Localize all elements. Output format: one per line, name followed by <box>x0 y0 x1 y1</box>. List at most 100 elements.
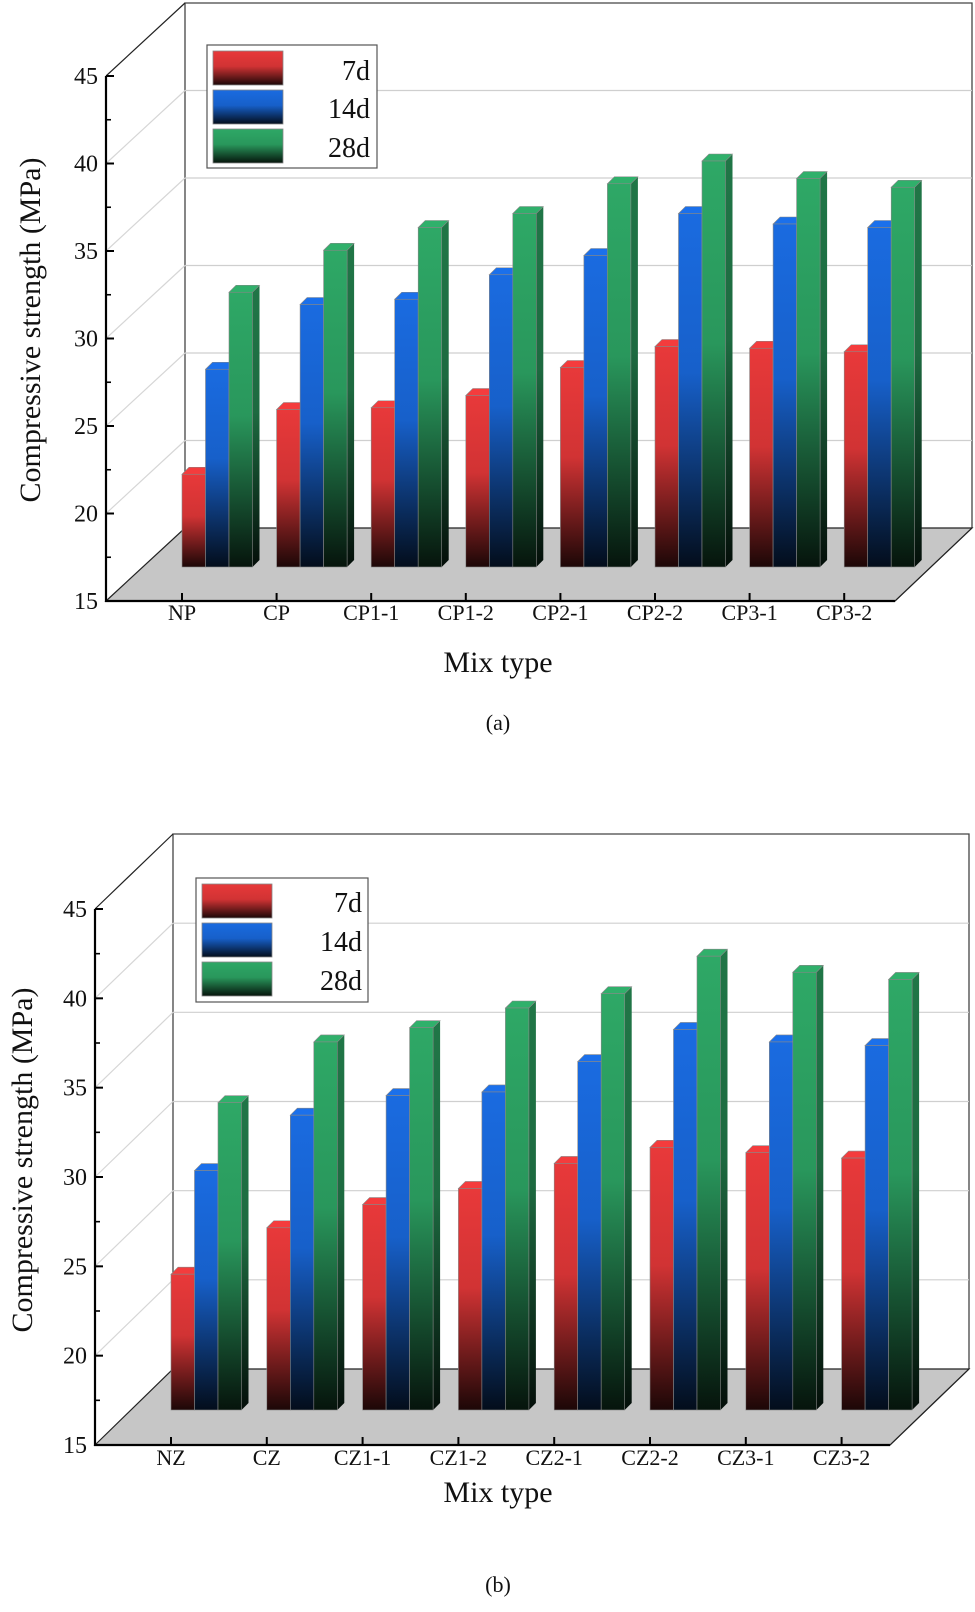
legend-label-14d: 14d <box>320 927 362 958</box>
axes: 15 20 25 30 35 40 45 NZ CZ CZ1-1 CZ1-2 CZ2-1 CZ2-2 CZ… <box>63 897 970 1470</box>
x-tick-label: CZ3-2 <box>813 1445 870 1470</box>
y-tick-label: 35 <box>74 239 98 265</box>
bar-7d-CP3-2 <box>843 351 869 568</box>
bar-group-NZ <box>170 1095 250 1411</box>
legend-swatch-28d <box>201 961 273 997</box>
x-axis-title: Mix type <box>443 646 552 679</box>
bar-28d-CP <box>323 249 348 568</box>
bar-7d-CP1-1 <box>370 407 396 568</box>
y-axis-title: Compressive strength (MPa) <box>14 158 47 503</box>
axes: 15 20 25 30 35 40 45 NP CP CP1-1 CP1-2 CP2-1 CP2-2 CP… <box>74 64 973 625</box>
bar-group-CZ2-1 <box>553 986 633 1411</box>
bar-side-28d-CP1-2 <box>536 206 544 567</box>
bar-28d-CP1-1 <box>417 227 443 568</box>
bar-side-28d-CP2-1 <box>630 176 638 567</box>
bar-group-CP3-2 <box>843 179 923 568</box>
bar-side-28d-CP2-2 <box>725 154 733 567</box>
bar-side-28d-CZ2-1 <box>624 986 632 1410</box>
bar-side-28d-CZ2-2 <box>720 949 728 1410</box>
side-gridline-25 <box>94 1190 174 1267</box>
bar-side-28d-CP3-1 <box>820 171 828 567</box>
y-tick-label: 30 <box>63 1165 87 1191</box>
bar-group-CZ1-2 <box>457 1000 537 1411</box>
legend-swatch-14d <box>212 89 284 125</box>
bar-7d-NP <box>181 473 206 568</box>
bar-7d-CZ1-2 <box>458 1188 483 1411</box>
bar-14d-CP2-2 <box>678 213 703 568</box>
bar-7d-CP1-2 <box>465 395 490 568</box>
legend-label-7d: 7d <box>334 888 362 919</box>
bar-14d-NZ <box>194 1170 219 1411</box>
bar-group-NP <box>181 284 261 568</box>
x-tick-label: CZ1-1 <box>334 1445 391 1470</box>
top-left-edge <box>105 2 186 77</box>
bar-group-CP1-1 <box>370 220 450 568</box>
x-tick-label: CP2-1 <box>532 600 588 625</box>
legend-swatch-28d <box>212 128 284 164</box>
side-gridline-25 <box>105 352 186 427</box>
chart-b: 15 20 25 30 35 40 45 NZ CZ CZ1-1 CZ1-2 CZ2-1 CZ2-2 CZ… <box>6 833 971 1597</box>
bar-28d-CZ2-1 <box>600 993 626 1411</box>
bar-28d-CP1-2 <box>512 213 537 568</box>
x-tick-label: CZ <box>253 1445 281 1470</box>
bar-14d-NP <box>205 368 230 568</box>
bar-7d-CP2-2 <box>654 346 679 568</box>
y-tick-label: 40 <box>74 152 98 178</box>
y-tick-label: 45 <box>74 64 98 90</box>
bar-28d-CZ1-2 <box>505 1007 530 1411</box>
bar-side-28d-CZ3-2 <box>912 972 920 1410</box>
bar-14d-CZ <box>289 1114 315 1411</box>
bar-7d-CZ <box>266 1227 291 1411</box>
x-tick-label: CP <box>263 600 290 625</box>
x-tick-label: CZ2-1 <box>525 1445 582 1470</box>
bar-7d-CZ3-2 <box>841 1157 866 1411</box>
top-left-edge <box>94 833 174 910</box>
legend: 7d 14d 28d <box>195 877 369 1003</box>
legend-label-28d: 28d <box>320 966 362 997</box>
y-tick-label: 25 <box>74 414 98 440</box>
bar-group-CP2-1 <box>559 176 639 568</box>
x-tick-label: CP3-2 <box>816 600 872 625</box>
x-tick-label: CP1-1 <box>343 600 399 625</box>
bar-14d-CP2-1 <box>583 255 608 568</box>
x-tick-label: NZ <box>156 1445 185 1470</box>
bar-side-28d-CP3-2 <box>914 180 922 567</box>
bar-14d-CP1-1 <box>394 298 419 568</box>
y-tick-label: 20 <box>63 1344 87 1370</box>
y-tick-label: 40 <box>63 986 87 1012</box>
bar-14d-CZ1-2 <box>481 1091 506 1411</box>
side-gridline-20 <box>94 1279 174 1357</box>
bar-side-28d-CZ1-1 <box>433 1020 441 1410</box>
x-tick-label: CZ1-2 <box>430 1445 487 1470</box>
side-gridline-40 <box>94 922 174 999</box>
caption: (a) <box>486 710 510 735</box>
bar-7d-CZ2-2 <box>649 1147 674 1411</box>
x-tick-label: CP1-2 <box>438 600 494 625</box>
floor-right-edge <box>894 527 973 602</box>
bar-side-28d-CP <box>347 243 355 567</box>
bar-group-CP3-1 <box>748 171 828 568</box>
bars <box>181 153 923 568</box>
bar-group-CZ1-1 <box>361 1020 441 1411</box>
y-tick-label: 45 <box>63 897 87 923</box>
chart-a: 15 20 25 30 35 40 45 NP CP CP1-1 CP1-2 CP2-1 CP2-2 CP… <box>14 2 974 735</box>
bar-28d-CZ1-1 <box>409 1027 434 1411</box>
side-gridline-20 <box>105 440 186 514</box>
y-tick-label: 25 <box>63 1254 87 1280</box>
legend-label-28d: 28d <box>328 133 370 164</box>
legend-swatch-7d <box>201 883 273 919</box>
bar-7d-CZ1-1 <box>362 1204 387 1411</box>
x-axis-title: Mix type <box>443 1476 552 1509</box>
legend-label-7d: 7d <box>342 56 370 87</box>
legend-swatch-7d <box>212 50 284 86</box>
x-tick-label: CZ3-1 <box>717 1445 774 1470</box>
bar-14d-CP3-1 <box>772 223 797 568</box>
y-axis-title: Compressive strength (MPa) <box>6 988 39 1333</box>
bar-28d-CZ <box>313 1041 338 1411</box>
legend-swatch-14d <box>201 922 273 958</box>
bar-group-CZ3-1 <box>745 964 825 1411</box>
bar-28d-NZ <box>217 1102 242 1411</box>
bar-side-28d-CZ3-1 <box>816 965 824 1410</box>
x-tick-label: CZ2-2 <box>621 1445 678 1470</box>
